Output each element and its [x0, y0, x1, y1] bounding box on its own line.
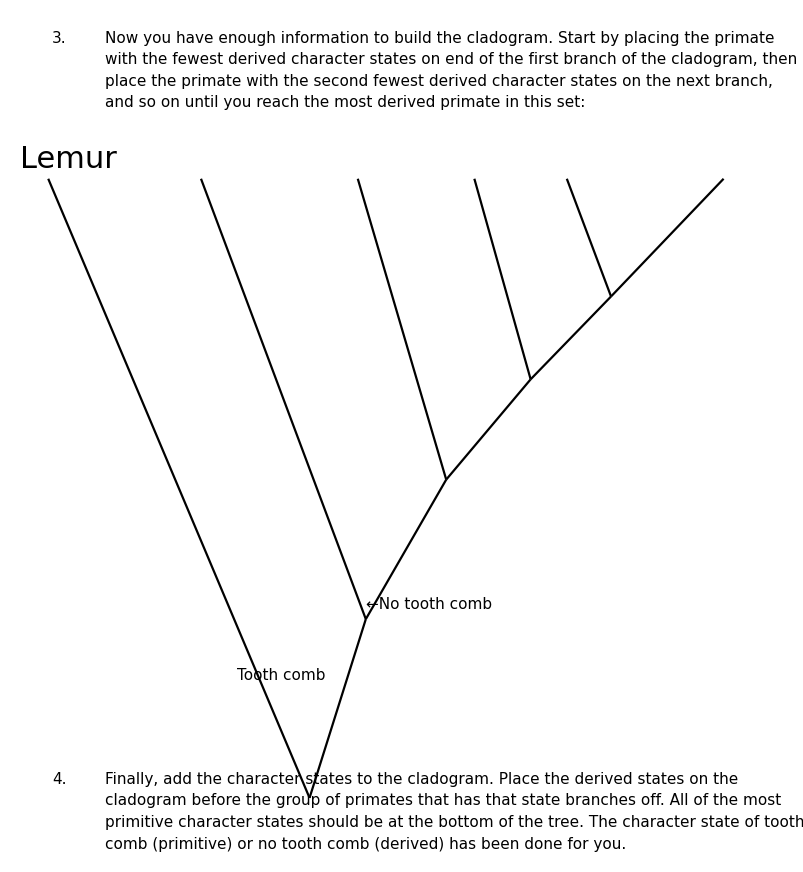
Text: 4.: 4.: [52, 772, 67, 787]
Text: Tooth comb: Tooth comb: [237, 668, 325, 684]
Text: 3.: 3.: [52, 31, 67, 45]
Text: ←No tooth comb: ←No tooth comb: [365, 597, 491, 612]
Text: Lemur: Lemur: [20, 146, 116, 174]
Text: Now you have enough information to build the cladogram. Start by placing the pri: Now you have enough information to build…: [104, 31, 796, 111]
Text: Finally, add the character states to the cladogram. Place the derived states on : Finally, add the character states to the…: [104, 772, 803, 852]
